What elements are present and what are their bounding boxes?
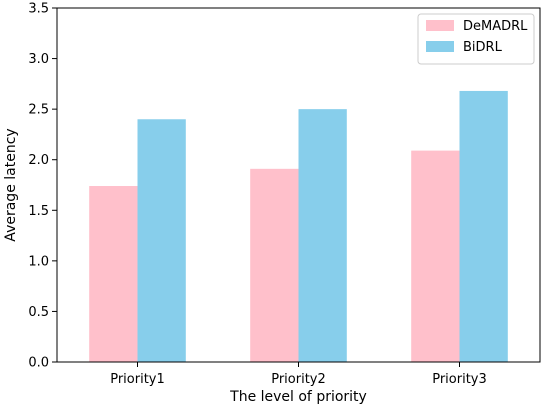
legend: DeMADRL BiDRL bbox=[417, 13, 535, 65]
legend-swatch-bidrl bbox=[426, 41, 454, 52]
bar-demadrl-priority3 bbox=[411, 150, 460, 362]
y-tick-label: 3.0 bbox=[28, 52, 49, 67]
bar-bidrl-priority2 bbox=[298, 109, 347, 363]
x-tick-label-priority1: Priority1 bbox=[110, 372, 165, 387]
x-tick-label-priority3: Priority3 bbox=[432, 372, 487, 387]
y-tick-label: 1.5 bbox=[28, 204, 49, 219]
y-axis: 0.0 0.5 1.0 1.5 2.0 2.5 3.0 3.5 bbox=[28, 2, 57, 371]
y-axis-label: Average latency bbox=[3, 128, 19, 241]
bar-demadrl-priority2 bbox=[250, 168, 299, 362]
x-axis: Priority1 Priority2 Priority3 bbox=[110, 362, 487, 387]
y-tick-label: 3.5 bbox=[28, 2, 49, 17]
y-tick-label: 2.5 bbox=[28, 103, 49, 118]
legend-label-demadrl: DeMADRL bbox=[463, 19, 528, 34]
bar-demadrl-priority1 bbox=[89, 186, 138, 362]
x-tick-label-priority2: Priority2 bbox=[271, 372, 326, 387]
y-tick-label: 1.0 bbox=[28, 254, 49, 269]
y-tick-label: 0.5 bbox=[28, 305, 49, 320]
bars-group bbox=[89, 90, 508, 363]
x-axis-label: The level of priority bbox=[229, 389, 367, 405]
legend-swatch-demadrl bbox=[426, 20, 454, 31]
legend-label-bidrl: BiDRL bbox=[463, 40, 503, 55]
y-tick-label: 0.0 bbox=[28, 356, 49, 371]
y-tick-label: 2.0 bbox=[28, 153, 49, 168]
bar-bidrl-priority3 bbox=[459, 90, 508, 363]
bar-bidrl-priority1 bbox=[137, 119, 186, 362]
